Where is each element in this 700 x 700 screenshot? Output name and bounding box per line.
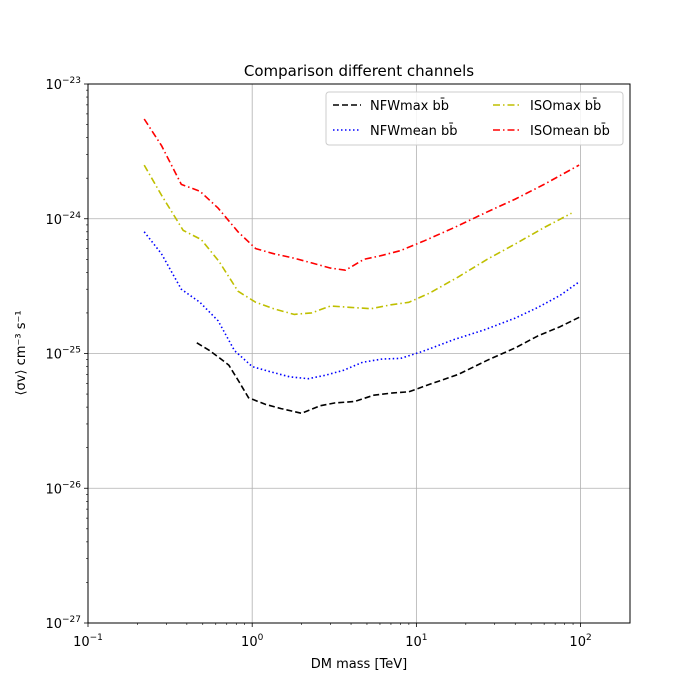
y-tick-label: 10−26 — [45, 480, 81, 497]
y-tick-label: 10−25 — [45, 346, 81, 363]
y-axis: 10−27 10−26 10−25 10−24 10−23 — [45, 76, 88, 632]
y-tick-label: 10−27 — [45, 615, 81, 632]
x-axis: 10−1 100 101 102 — [73, 623, 592, 650]
x-tick-label: 102 — [569, 633, 591, 650]
x-tick-label: 100 — [241, 633, 264, 650]
series-line-nfwmean — [143, 231, 580, 380]
series-line-nfwmax — [196, 315, 581, 415]
series-layer — [143, 118, 581, 415]
x-tick-label: 101 — [405, 633, 427, 650]
legend: NFWmax bb̄ NFWmean bb̄ ISOmax bb̄ ISOmean b… — [325, 91, 624, 146]
chart-title: Comparison different channels — [244, 62, 474, 80]
series-line-isomax — [143, 164, 572, 316]
legend-label: ISOmean bb̄ — [530, 124, 610, 139]
x-axis-label: DM mass [TeV] — [311, 657, 407, 672]
y-tick-label: 10−24 — [45, 211, 81, 228]
y-tick-label: 10−23 — [45, 76, 81, 93]
legend-label: ISOmax bb̄ — [530, 99, 601, 114]
y-axis-label: ⟨σv⟩ cm⁻³ s⁻¹ — [14, 310, 29, 395]
legend-label: NFWmax bb̄ — [370, 99, 449, 114]
legend-box — [325, 91, 624, 146]
series-line-isomean — [143, 118, 580, 272]
x-tick-label: 10−1 — [73, 633, 103, 650]
legend-label: NFWmean bb̄ — [370, 124, 458, 139]
